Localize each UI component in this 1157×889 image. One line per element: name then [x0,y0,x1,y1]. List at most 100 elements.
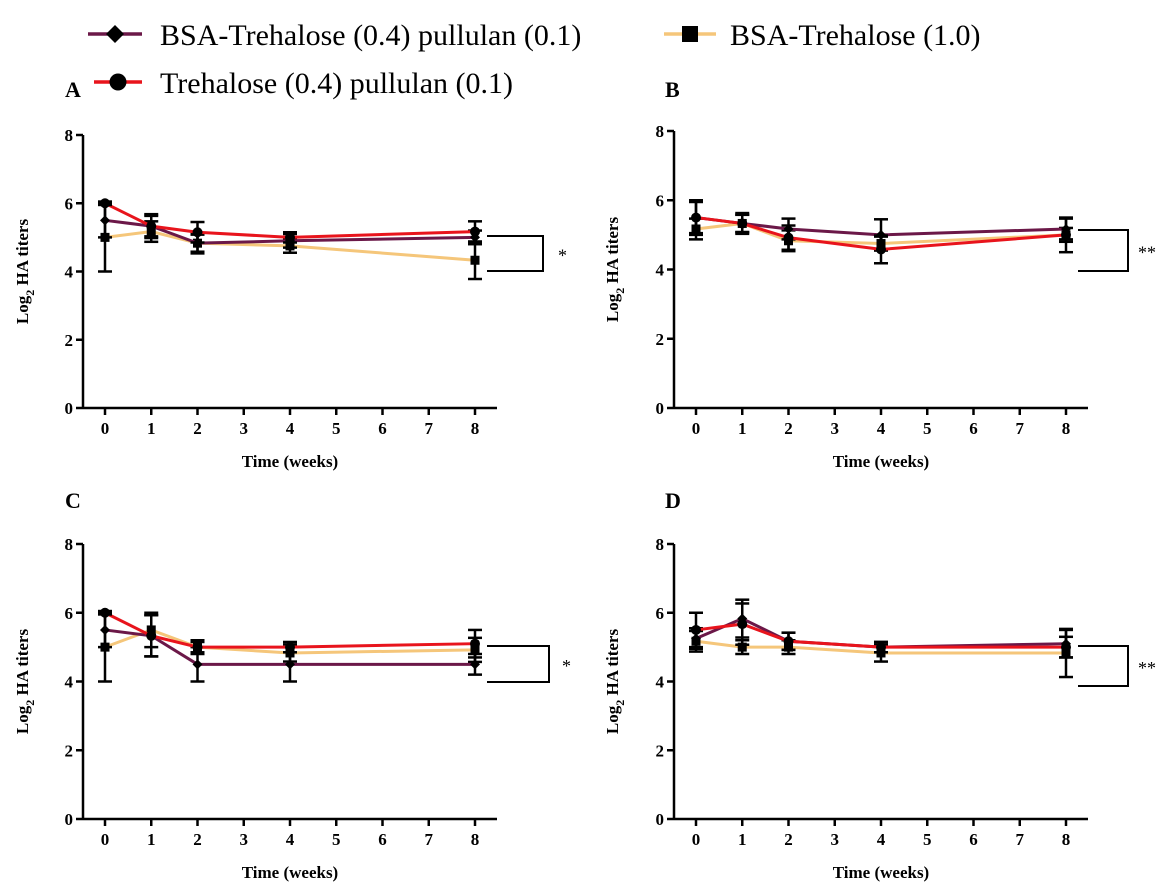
panel-d: D 0 2 4 6 8 0 1 2 3 4 5 6 7 8 Time (weeks) Log2 HA titer… [603,488,1156,882]
diamond-marker-icon [106,25,124,43]
x-axis-title: Time (weeks) [242,863,338,882]
legend: BSA-Trehalose (0.4) pullulan (0.1) BSA-T… [88,19,981,100]
y-tick-label: 6 [656,604,665,623]
significance-label: ** [1138,243,1156,263]
data-point [470,255,480,265]
panel-letter: C [65,488,81,513]
x-tick-label: 3 [831,830,840,849]
data-point [100,624,110,635]
x-tick-label: 7 [1016,830,1025,849]
data-point [146,630,157,641]
y-tick-label: 4 [65,673,74,692]
y-tick-label: 4 [656,673,665,692]
series-circle [689,602,1073,659]
data-point [470,659,480,670]
data-point [100,607,110,618]
panel-c: C 0 2 4 6 8 0 1 2 3 4 5 6 7 8 Time (weeks) Log2 HA titer… [13,488,571,882]
x-tick-label: 2 [784,419,793,438]
x-tick-label: 4 [286,419,295,438]
x-tick-label: 7 [425,830,434,849]
data-point [100,215,110,226]
y-axis-title: Log2 HA titers [13,629,37,735]
series-circle [98,198,482,244]
x-tick-label: 1 [738,419,747,438]
legend-item-bsa-trehalose-pullulan: BSA-Trehalose (0.4) pullulan (0.1) [88,19,581,52]
data-point [876,642,886,653]
data-point [192,659,203,670]
data-point [470,638,480,649]
data-point [100,198,110,209]
data-point [1061,642,1071,653]
legend-item-trehalose-pullulan: Trehalose (0.4) pullulan (0.1) [94,67,513,100]
panel-letter: D [665,488,681,513]
square-marker-icon [682,26,698,42]
x-tick-label: 3 [240,419,249,438]
y-tick-label: 6 [656,191,665,210]
y-tick-label: 2 [65,741,74,760]
significance-label: * [562,656,571,676]
data-point [737,619,748,630]
significance-bracket [1078,229,1129,272]
legend-label-bsa-trehalose: BSA-Trehalose (1.0) [730,19,981,52]
x-tick-label: 1 [147,419,156,438]
legend-label-trehalose-pullulan: Trehalose (0.4) pullulan (0.1) [160,67,513,100]
data-point [192,227,203,238]
x-tick-label: 3 [831,419,840,438]
y-tick-label: 0 [656,399,665,418]
x-tick-label: 6 [969,419,978,438]
data-point [285,659,295,670]
x-tick-label: 4 [286,830,295,849]
y-tick-label: 8 [656,122,665,141]
x-tick-label: 5 [923,830,932,849]
x-tick-label: 5 [332,830,341,849]
y-tick-label: 8 [65,126,74,145]
x-tick-label: 6 [969,830,978,849]
y-tick-label: 2 [65,331,74,350]
y-axis-title: Log2 HA titers [603,217,627,323]
significance-bracket [487,645,550,683]
data-point [783,232,794,243]
y-tick-label: 2 [656,741,665,760]
x-tick-label: 1 [147,830,156,849]
panel-b: B 0 2 4 6 8 0 1 2 3 4 5 6 7 8 Time (weeks) Log2 HA titer… [603,77,1156,471]
x-tick-label: 2 [784,830,793,849]
x-tick-label: 8 [471,419,480,438]
x-tick-label: 0 [692,419,701,438]
x-tick-label: 5 [923,419,932,438]
x-tick-label: 4 [877,419,886,438]
data-point [783,636,794,647]
significance-bracket [1078,645,1129,687]
x-tick-label: 8 [471,830,480,849]
data-point [1061,229,1071,240]
x-tick-label: 8 [1062,830,1071,849]
circle-marker-icon [109,73,127,91]
x-axis-title: Time (weeks) [833,863,929,882]
data-point [470,226,480,237]
x-axis-title: Time (weeks) [833,452,929,471]
x-tick-label: 3 [240,830,249,849]
y-tick-label: 2 [656,330,665,349]
x-tick-label: 7 [425,419,434,438]
x-axis-title: Time (weeks) [242,452,338,471]
significance-label: ** [1138,658,1156,678]
x-tick-label: 2 [193,830,202,849]
panel-letter: B [665,77,680,102]
y-tick-label: 6 [65,194,74,213]
series-circle [98,607,482,659]
x-tick-label: 0 [101,830,110,849]
legend-item-bsa-trehalose: BSA-Trehalose (1.0) [664,19,981,52]
data-point [285,642,295,653]
legend-label-bsa-trehalose-pullulan: BSA-Trehalose (0.4) pullulan (0.1) [160,19,581,52]
data-point [737,218,748,229]
data-point [285,232,295,243]
y-tick-label: 0 [65,810,74,829]
data-point [691,624,701,635]
data-point [192,642,203,653]
data-point [691,212,701,223]
x-tick-label: 7 [1016,419,1025,438]
y-axis-title: Log2 HA titers [603,629,627,735]
data-point [737,642,747,652]
significance-label: * [558,246,567,266]
x-tick-label: 8 [1062,419,1071,438]
